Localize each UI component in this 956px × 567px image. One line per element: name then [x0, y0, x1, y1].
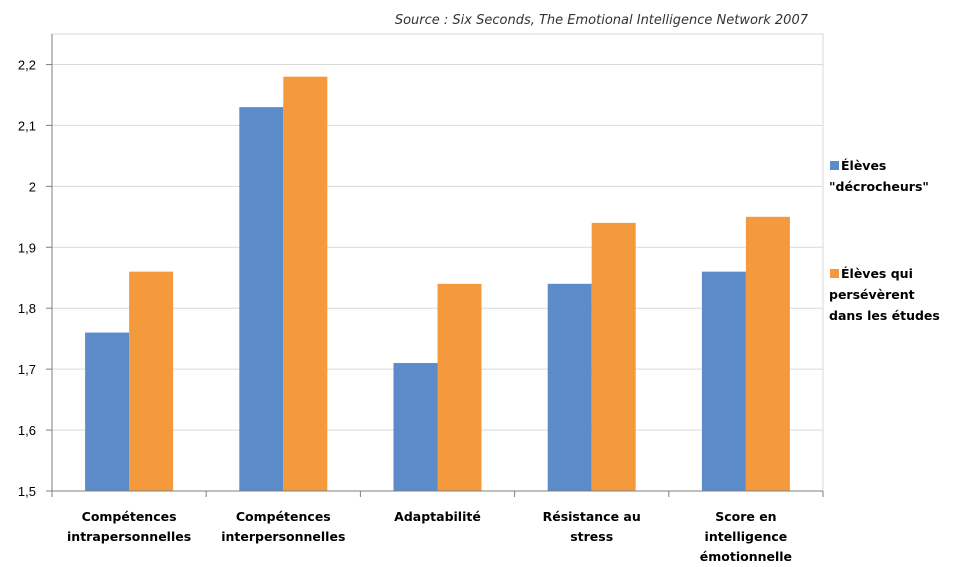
y-tick-label: 2,1 — [18, 118, 36, 133]
bar-perseverent-2 — [283, 76, 328, 492]
y-tick-label: 1,6 — [18, 423, 36, 438]
y-axis: 1,5 1,6 1,7 1,8 1,9 2 2,1 2,2 — [18, 34, 53, 499]
x-category-label: Compétences intrapersonnelles — [67, 509, 191, 544]
y-tick-label: 1,7 — [18, 362, 36, 377]
legend-swatch — [830, 161, 839, 170]
gridlines — [52, 63, 823, 431]
x-category-label: Adaptabilité — [394, 509, 481, 524]
y-tick-label: 2,2 — [18, 57, 36, 72]
chart-source: Source : Six Seconds, The Emotional Inte… — [395, 13, 809, 28]
bar-decrocheurs-2 — [239, 107, 284, 492]
bar-perseverent-5 — [745, 216, 790, 492]
x-category-label: Compétences interpersonnelles — [221, 509, 345, 544]
bar-perseverent-3 — [437, 283, 482, 491]
x-category-label: Score en intelligence émotionnelle — [700, 509, 792, 564]
legend: Élèves "décrocheurs" Élèves qui persévèrent… — [829, 158, 940, 323]
x-category-label: Résistance au stress — [543, 509, 641, 544]
y-tick-label: 1,8 — [18, 301, 36, 316]
bar-decrocheurs-4 — [547, 283, 592, 491]
bar-decrocheurs-5 — [701, 271, 746, 491]
y-tick-label: 2 — [29, 179, 36, 194]
legend-swatch — [830, 269, 839, 278]
legend-label: Élèves "décrocheurs" — [829, 158, 929, 194]
y-tick-label: 1,9 — [18, 240, 36, 255]
bar-perseverent-4 — [591, 222, 636, 492]
x-axis: Compétences intrapersonnelles Compétences i… — [46, 490, 824, 564]
bar-decrocheurs-1 — [85, 332, 130, 491]
bar-perseverent-1 — [129, 271, 174, 491]
legend-label: Élèves qui persévèrent dans les études — [829, 266, 940, 323]
bar-decrocheurs-3 — [393, 363, 438, 491]
bars — [85, 76, 790, 492]
y-tick-label: 1,5 — [18, 484, 36, 499]
